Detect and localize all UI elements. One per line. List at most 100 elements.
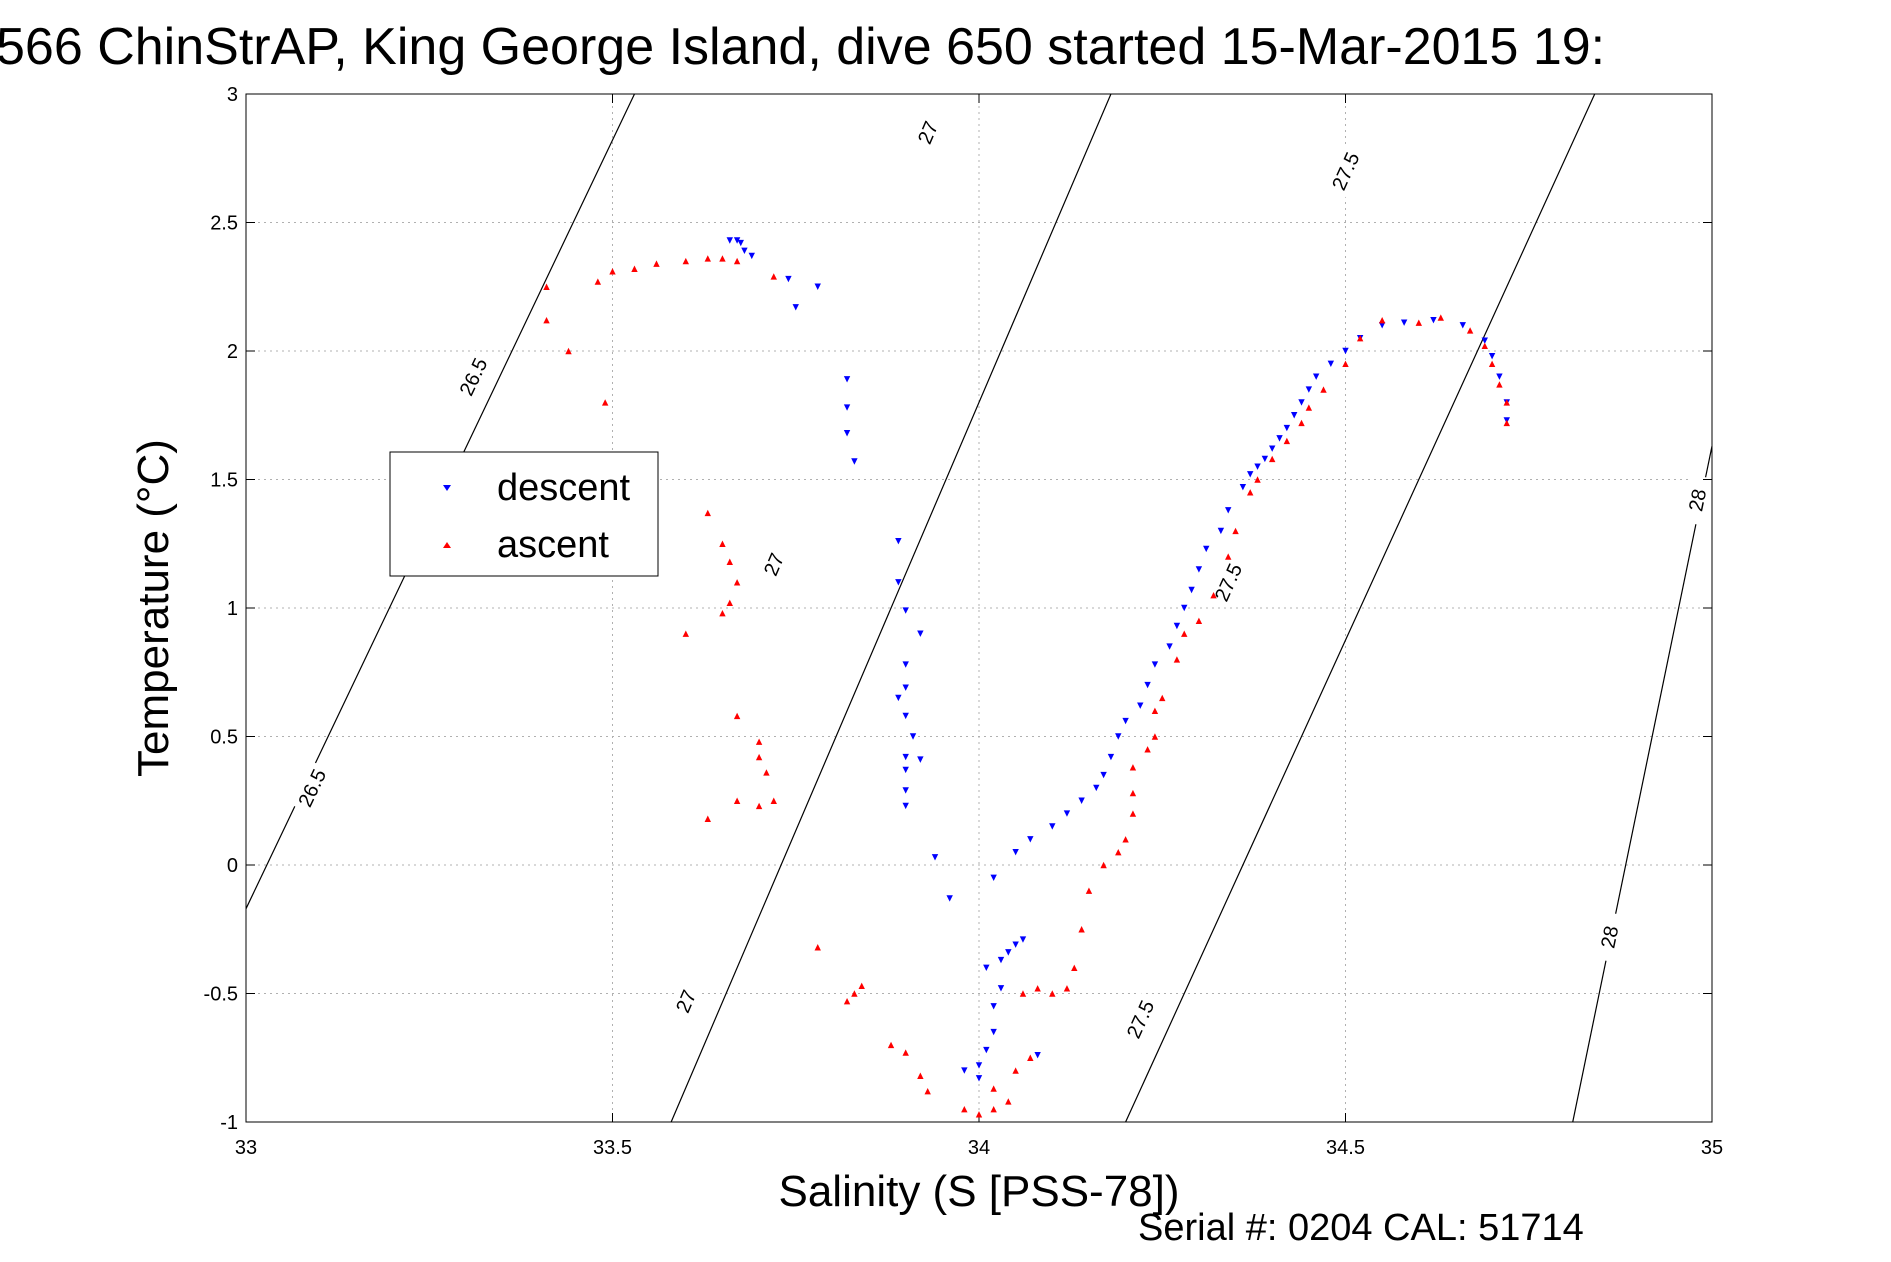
ascent-point xyxy=(726,558,733,565)
ascent-point xyxy=(755,753,763,761)
descent-point xyxy=(895,579,902,586)
descent-point xyxy=(1312,373,1320,380)
serial-cal-footer: Serial #: 0204 CAL: 51714 xyxy=(1138,1207,1584,1249)
isopycnal-label-bg xyxy=(1208,555,1249,609)
descent-point xyxy=(785,275,792,283)
isopycnal-label-bg xyxy=(1120,992,1161,1046)
descent-point xyxy=(895,694,902,702)
descent-point xyxy=(902,684,909,691)
descent-point xyxy=(843,404,851,411)
isopycnal-line xyxy=(1125,93,1596,1123)
descent-point xyxy=(726,237,733,244)
descent-point xyxy=(1144,681,1151,689)
ascent-point xyxy=(924,1087,931,1095)
ascent-point xyxy=(1466,327,1474,334)
ascent-point xyxy=(682,630,689,637)
ascent-point xyxy=(1503,399,1510,406)
isopycnal-label-bg xyxy=(452,350,494,404)
ascent-point xyxy=(1298,419,1305,427)
ascent-point xyxy=(1049,990,1056,997)
descent-point xyxy=(1027,836,1034,843)
descent-point xyxy=(975,1075,983,1082)
ascent-point xyxy=(763,769,770,776)
ascent-point xyxy=(1129,764,1137,771)
ascent-point xyxy=(543,316,550,324)
descent-point xyxy=(1049,823,1056,830)
descent-point xyxy=(1290,412,1298,419)
descent-point xyxy=(1115,733,1122,740)
descent-point xyxy=(1430,316,1437,324)
ascent-point xyxy=(1195,617,1203,625)
legend-ascent-label: ascent xyxy=(497,524,609,566)
descent-point xyxy=(1254,463,1261,470)
ascent-point xyxy=(1415,319,1422,326)
ascent-point xyxy=(990,1085,997,1092)
y-tick-label: 1 xyxy=(227,598,238,620)
ascent-point xyxy=(917,1072,924,1079)
isopycnal-label-bg xyxy=(908,106,948,159)
axis-ticks: 33 33.5 34 34.5 35 -1 -0.5 0 0.5 1 1.5 2 2.5 3 xyxy=(204,84,1724,1159)
descent-point xyxy=(733,237,741,244)
ascent-point xyxy=(704,255,711,262)
descent-point xyxy=(1173,622,1181,630)
ascent-point xyxy=(1144,746,1151,753)
descent-point xyxy=(1151,661,1159,668)
ascent-point xyxy=(1481,342,1488,350)
ascent-point xyxy=(755,738,763,745)
descent-point xyxy=(1239,484,1247,491)
descent-point xyxy=(1261,455,1269,463)
descent-point xyxy=(1100,771,1107,779)
y-tick-label: 0 xyxy=(227,855,238,877)
descent-point xyxy=(1012,941,1019,948)
ascent-point xyxy=(1356,334,1364,342)
isopycnal-label: 28 xyxy=(1597,924,1623,950)
descent-point xyxy=(1276,435,1283,442)
descent-point xyxy=(1181,604,1188,612)
ascent-point xyxy=(1378,316,1386,324)
ascent-point xyxy=(1115,848,1122,856)
ascent-point xyxy=(814,944,821,951)
descent-point xyxy=(851,458,858,465)
descent-point xyxy=(1378,322,1386,329)
descent-point xyxy=(1005,949,1012,956)
descent-point xyxy=(1269,445,1276,452)
ascent-point xyxy=(1283,437,1291,445)
descent-point xyxy=(902,753,909,761)
isopycnal-label: 27.5 xyxy=(1123,997,1159,1042)
descent-point xyxy=(1122,717,1129,725)
ascent-point xyxy=(1071,964,1078,971)
ascent-point xyxy=(1063,985,1071,992)
x-tick-label: 34 xyxy=(968,1137,990,1159)
ascent-point xyxy=(975,1111,983,1118)
ascent-point xyxy=(704,815,711,822)
ascent-point xyxy=(1210,591,1217,599)
ascent-point xyxy=(1247,489,1254,496)
ascent-point xyxy=(594,278,602,285)
descent-point xyxy=(1305,386,1313,393)
descent-point xyxy=(1481,337,1488,344)
x-axis-title: Salinity (S [PSS-78]) xyxy=(778,1167,1179,1216)
isopycnal-label-bg xyxy=(1593,911,1625,963)
ascent-point xyxy=(1019,990,1027,997)
ascent-point xyxy=(1078,926,1085,933)
x-tick-label: 34.5 xyxy=(1326,1137,1365,1159)
ascent-point xyxy=(631,265,638,272)
ascent-point xyxy=(858,982,865,989)
ascent-point xyxy=(1437,314,1444,321)
descent-point xyxy=(1107,753,1115,761)
descent-point xyxy=(748,252,755,260)
descent-point xyxy=(1496,373,1503,380)
isopycnal-line xyxy=(670,93,1112,1123)
ascent-point xyxy=(704,509,711,517)
ascent-point xyxy=(733,712,741,720)
ascent-point xyxy=(733,797,741,804)
ascent-point xyxy=(565,347,572,355)
isopycnal-label-bg xyxy=(291,761,333,815)
y-tick-label: 0.5 xyxy=(210,727,238,749)
descent-point xyxy=(902,607,909,614)
ascent-point xyxy=(770,797,777,804)
descent-point xyxy=(917,630,924,637)
ascent-point xyxy=(1173,656,1181,663)
isopycnal-label-bg xyxy=(1681,474,1713,526)
legend-box xyxy=(389,451,659,577)
